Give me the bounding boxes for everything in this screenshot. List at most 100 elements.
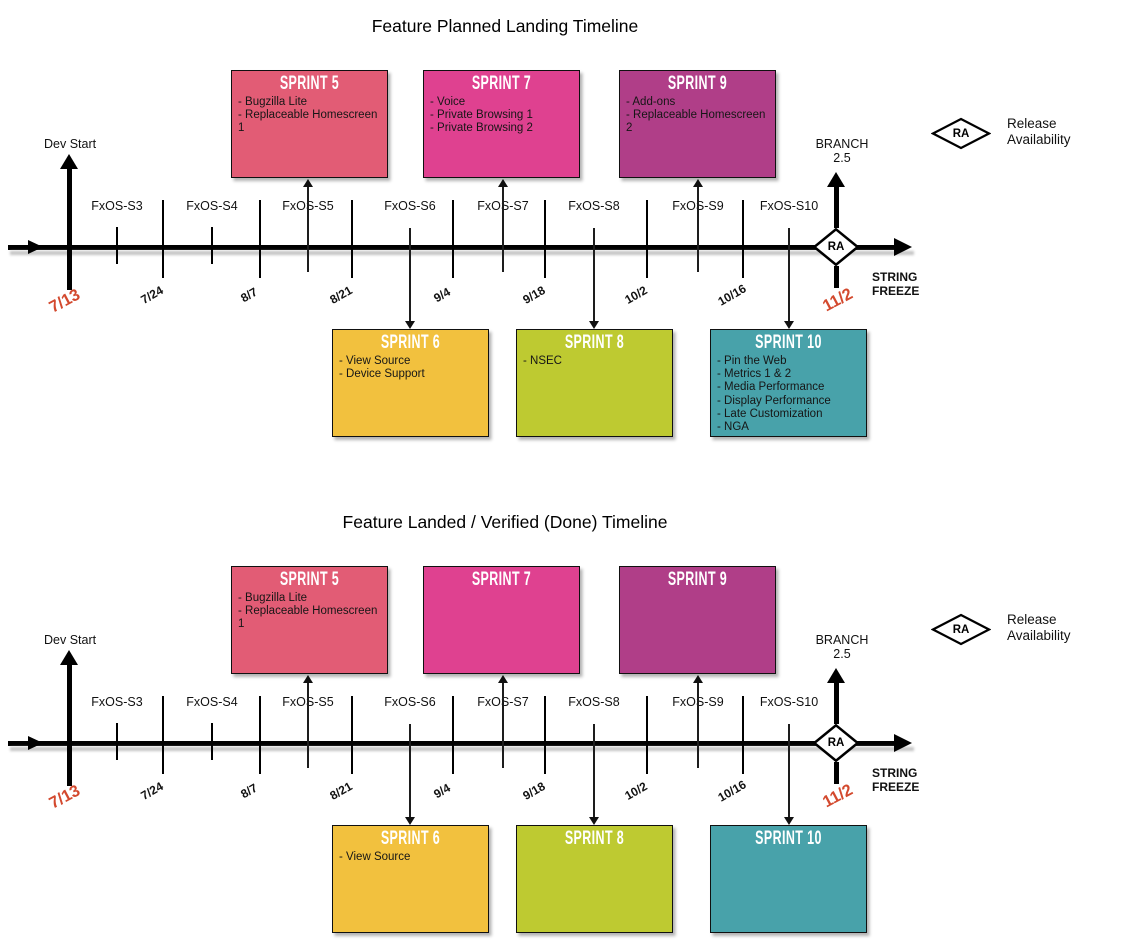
sprint-box: SPRINT 9Add-onsReplaceable Homescreen 2: [619, 70, 776, 178]
sprint-box-items: VoicePrivate Browsing 1Private Browsing …: [424, 96, 579, 136]
legend-ra-diamond-icon-label: RA: [952, 127, 970, 140]
legend-label-line2: Availability: [1007, 628, 1071, 643]
sprint-feature-item: Private Browsing 1: [430, 109, 573, 122]
date-label: 9/4: [431, 780, 453, 802]
date-label: 10/16: [715, 777, 749, 805]
sprint-box-items: View SourceDevice Support: [333, 355, 488, 381]
branch-arrow: [833, 683, 839, 724]
sprint-boundary-tick: [646, 200, 648, 278]
sprint-boundary-tick: [452, 696, 454, 774]
timeline-title: Feature Planned Landing Timeline: [371, 16, 639, 36]
sprint-box-items: View Source: [333, 851, 488, 864]
date-label: 9/18: [520, 283, 548, 307]
sprint-box-title: SPRINT 6: [380, 828, 441, 849]
sprint-arrow-up: [307, 681, 309, 768]
date-label: 10/2: [622, 283, 650, 307]
sprint-arrow-down: [409, 724, 411, 817]
sprint-arrow-down: [593, 724, 595, 817]
sprint-boundary-tick: [162, 200, 164, 278]
release-tick: [833, 266, 839, 288]
string-freeze-label-line2: FREEZE: [872, 283, 920, 298]
sprint-box-title: SPRINT 6: [380, 332, 441, 353]
ra-diamond-icon-label: RA: [827, 737, 845, 749]
date-label: 8/7: [238, 284, 260, 306]
branch-arrow: [833, 187, 839, 228]
sprint-arrow-up-head-icon: [693, 675, 703, 683]
string-freeze-label-line1: STRING: [872, 270, 918, 284]
sprint-arrow-down: [788, 228, 790, 321]
sprint-box: SPRINT 5Bugzilla LiteReplaceable Homescr…: [231, 566, 388, 674]
dev-start-label: Dev Start: [44, 137, 97, 151]
sprint-box-title: SPRINT 8: [564, 332, 625, 353]
sprint-boundary-tick: [452, 200, 454, 278]
sprint-feature-item: Display Performance: [717, 395, 860, 408]
sprint-box-title: SPRINT 7: [471, 569, 532, 590]
sprint-boundary-tick: [259, 696, 261, 774]
sprint-feature-item: Pin the Web: [717, 355, 860, 368]
sprint-boundary-tick: [544, 200, 546, 278]
sprint-feature-item: Replaceable Homescreen 1: [238, 605, 381, 631]
branch-label-line1: BRANCH: [815, 137, 869, 151]
sprint-segment-label: FxOS-S6: [384, 695, 436, 709]
axis-start-arrowhead-icon: [28, 240, 43, 254]
sprint-mid-tick: [211, 227, 213, 264]
axis-start-arrowhead-icon: [28, 736, 43, 750]
axis-arrowhead-icon: [894, 734, 912, 752]
sprint-boundary-tick: [646, 696, 648, 774]
sprint-box: SPRINT 7VoicePrivate Browsing 1Private B…: [423, 70, 580, 178]
sprint-segment-label: FxOS-S10: [759, 199, 819, 213]
sprint-feature-item: Late Customization: [717, 408, 860, 421]
sprint-segment-label: FxOS-S6: [384, 199, 436, 213]
date-label: 8/21: [327, 283, 355, 307]
sprint-arrow-up-head-icon: [498, 675, 508, 683]
date-label: 9/4: [431, 284, 453, 306]
legend-ra-diamond-icon: RA: [931, 613, 991, 646]
sprint-arrow-down: [409, 228, 411, 321]
sprint-arrow-up: [697, 185, 699, 272]
sprint-box-title: SPRINT 5: [279, 73, 340, 94]
legend-label-line1: Release: [1007, 612, 1057, 627]
sprint-feature-item: Device Support: [339, 368, 482, 381]
sprint-boundary-tick: [742, 200, 744, 278]
sprint-feature-item: Bugzilla Lite: [238, 96, 381, 109]
sprint-box-title: SPRINT 8: [564, 828, 625, 849]
sprint-feature-item: NSEC: [523, 355, 666, 368]
sprint-segment-label: FxOS-S4: [186, 199, 238, 213]
start-date-label: 7/13: [46, 285, 84, 317]
axis-shadow: [10, 747, 914, 751]
branch-label-line1: BRANCH: [815, 633, 869, 647]
sprint-box-items: Bugzilla LiteReplaceable Homescreen 1: [232, 96, 387, 136]
sprint-feature-item: Media Performance: [717, 381, 860, 394]
string-freeze-label-line2: FREEZE: [872, 779, 920, 794]
sprint-arrow-down-head-icon: [784, 817, 794, 825]
legend-ra-diamond-icon: RA: [931, 117, 991, 150]
date-label: 7/24: [138, 283, 166, 307]
sprint-box: SPRINT 10: [710, 825, 867, 933]
sprint-boundary-tick: [162, 696, 164, 774]
sprint-boundary-tick: [742, 696, 744, 774]
sprint-feature-item: Replaceable Homescreen 2: [626, 109, 769, 135]
sprint-boundary-tick: [259, 200, 261, 278]
ra-diamond-icon: RA: [812, 723, 860, 763]
sprint-arrow-up: [697, 681, 699, 768]
sprint-mid-tick: [116, 227, 118, 264]
axis-shadow: [10, 251, 914, 255]
sprint-box-items: NSEC: [517, 355, 672, 368]
sprint-arrow-down-head-icon: [589, 321, 599, 329]
sprint-arrow-down: [593, 228, 595, 321]
legend-ra-diamond-icon-label: RA: [952, 623, 970, 636]
sprint-box: SPRINT 10Pin the WebMetrics 1 & 2Media P…: [710, 329, 867, 437]
sprint-arrow-up-head-icon: [303, 675, 313, 683]
sprint-box-title: SPRINT 10: [755, 332, 822, 353]
sprint-box-items: Add-onsReplaceable Homescreen 2: [620, 96, 775, 136]
sprint-box: SPRINT 6 View Source: [332, 825, 489, 933]
sprint-box-title: SPRINT 10: [755, 828, 822, 849]
sprint-box-title: SPRINT 5: [279, 569, 340, 590]
sprint-arrow-down-head-icon: [405, 817, 415, 825]
branch-label-line2: 2.5: [833, 647, 851, 661]
axis-arrowhead-icon: [894, 238, 912, 256]
sprint-feature-item: Replaceable Homescreen 1: [238, 109, 381, 135]
sprint-segment-label: FxOS-S4: [186, 695, 238, 709]
branch-label-line2: 2.5: [833, 151, 851, 165]
sprint-arrow-down: [788, 724, 790, 817]
